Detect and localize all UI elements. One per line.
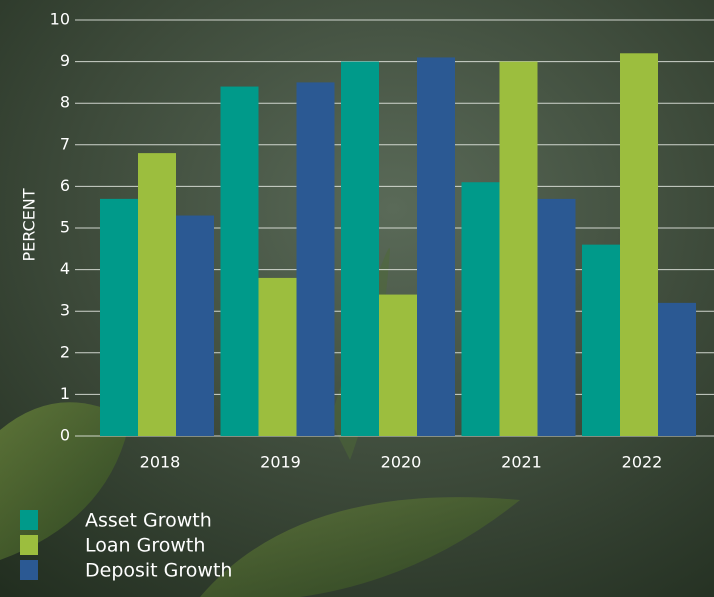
legend-swatch <box>20 560 38 580</box>
bar <box>341 61 379 436</box>
legend-swatch <box>20 510 38 530</box>
bar <box>620 53 658 436</box>
bar <box>417 57 455 436</box>
y-tick-label: 2 <box>60 342 70 361</box>
legend-swatch <box>20 535 38 555</box>
y-tick-label: 10 <box>50 10 70 29</box>
x-tick-label: 2020 <box>381 453 422 472</box>
bar <box>582 244 620 436</box>
bar <box>220 86 259 436</box>
y-tick-label: 3 <box>60 301 70 320</box>
y-tick-label: 5 <box>60 218 70 237</box>
bar <box>461 182 500 436</box>
y-tick-label: 1 <box>60 384 70 403</box>
bar <box>296 82 335 437</box>
bar <box>537 198 576 436</box>
y-tick-label: 8 <box>60 93 70 112</box>
bar <box>499 61 538 436</box>
x-tick-label: 2018 <box>140 453 181 472</box>
legend-label: Loan Growth <box>85 535 205 557</box>
y-axis-label: PERCENT <box>20 188 39 261</box>
bar <box>100 198 138 436</box>
x-tick-label: 2019 <box>260 453 301 472</box>
bar <box>258 277 297 436</box>
y-tick-label: 9 <box>60 51 70 70</box>
bar <box>176 215 214 436</box>
y-tick-label: 7 <box>60 134 70 153</box>
bar <box>379 294 417 436</box>
y-tick-label: 0 <box>60 426 70 445</box>
y-tick-label: 6 <box>60 176 70 195</box>
legend-label: Asset Growth <box>85 510 212 532</box>
x-tick-label: 2022 <box>622 453 663 472</box>
bar <box>138 153 176 436</box>
x-tick-label: 2021 <box>501 453 542 472</box>
leaf <box>200 497 520 597</box>
bar <box>658 302 696 436</box>
y-tick-label: 4 <box>60 259 70 278</box>
legend-label: Deposit Growth <box>85 560 232 582</box>
